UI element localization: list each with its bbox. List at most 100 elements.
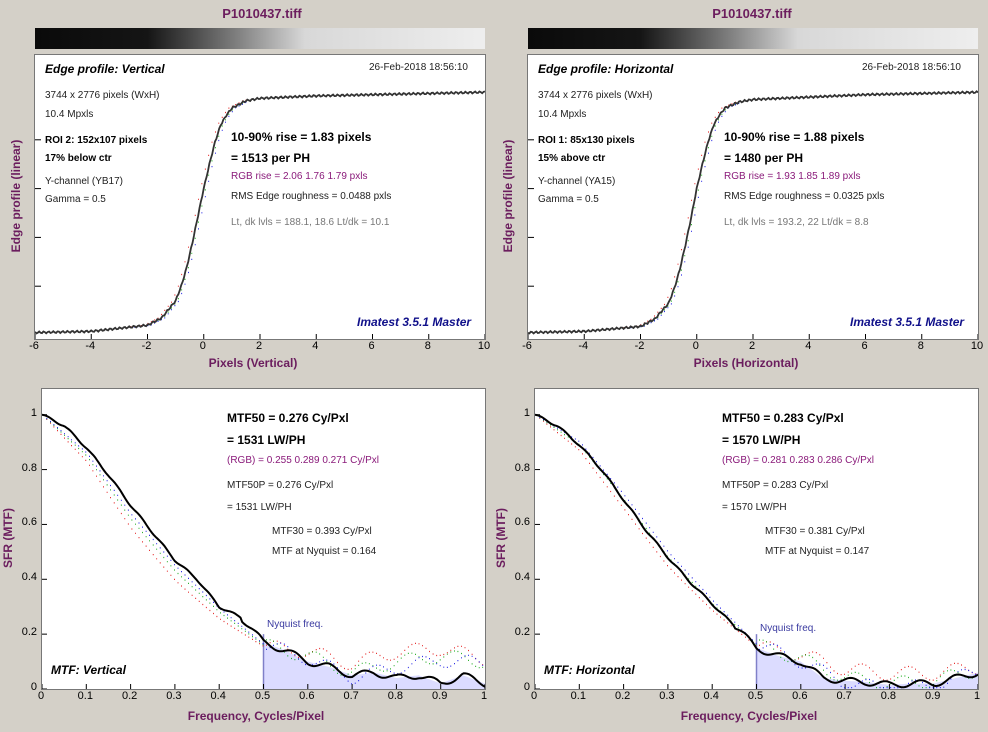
left-edge-ylabel: Edge profile (linear)	[9, 139, 23, 253]
edge-xtick-label: -2	[634, 340, 645, 352]
mtf-channel-dots	[539, 416, 977, 689]
mtf-xtick-label: 0	[530, 690, 538, 702]
mtf-nyquist-value: MTF at Nyquist = 0.147	[765, 546, 870, 557]
edge-date: 26-Feb-2018 18:56:10	[369, 62, 468, 73]
edge-channel-dots	[623, 100, 740, 329]
edge-channel-dots	[130, 99, 247, 328]
mtf-label: MTF: Horizontal	[544, 663, 635, 677]
mtf-ytick-label: 0	[30, 681, 37, 693]
mtf-xtick-label: 0.5	[254, 690, 271, 702]
mtf-xtick-label: 0.2	[614, 690, 631, 702]
edge-per-ph: = 1513 per PH	[231, 151, 311, 165]
edge-mpx: 10.4 Mpxls	[45, 109, 94, 120]
edge-roi: ROI 1: 85x130 pixels	[538, 135, 635, 146]
edge-xtick-label: 0	[199, 340, 206, 352]
mtf-channel-dots	[46, 417, 484, 685]
edge-rise: 10-90% rise = 1.88 pixels	[724, 130, 865, 144]
mtf-xtick-label: 0.3	[166, 690, 182, 702]
mtf-ytick-label: 0.6	[514, 516, 530, 529]
mtf-xtick-label: 0.8	[880, 690, 897, 702]
edge-rms: RMS Edge roughness = 0.0488 pxls	[231, 191, 392, 202]
right-mtf-plot: MTF50 = 0.283 Cy/Pxl = 1570 LW/PH (RGB) …	[534, 388, 979, 690]
nyquist-region	[756, 647, 978, 689]
nyquist-label: Nyquist freq.	[267, 619, 324, 630]
edge-xtick-label: -4	[85, 340, 96, 352]
right-edge-xlabel: Pixels (Horizontal)	[693, 356, 799, 370]
edge-xtick-label: 2	[255, 340, 263, 352]
edge-pos: 15% above ctr	[538, 153, 606, 164]
mtf-ytick-label: 0.8	[514, 461, 530, 474]
mtf-xtick-label: 0.9	[925, 690, 941, 702]
edge-date: 26-Feb-2018 18:56:10	[862, 62, 961, 73]
edge-xtick-label: -6	[29, 340, 39, 352]
right-grayscale-strip	[528, 28, 978, 49]
edge-xtick-label: 2	[748, 340, 756, 352]
edge-roi: ROI 2: 152x107 pixels	[45, 135, 148, 146]
mtf-xtick-label: 0.6	[792, 690, 808, 702]
edge-rgb-rise: RGB rise = 1.93 1.85 1.89 pxls	[724, 171, 861, 182]
mtf50p: MTF50P = 0.276 Cy/Pxl	[227, 480, 334, 491]
right-edge-plot: Edge profile: Horizontal 26-Feb-2018 18:…	[527, 54, 979, 340]
mtf-xtick-label: 0.3	[659, 690, 675, 702]
nyquist-region	[263, 642, 485, 689]
mtf-xtick-label: 0.8	[387, 690, 404, 702]
right-edge-ylabel: Edge profile (linear)	[501, 139, 515, 253]
mtf-xtick-label: 0.1	[77, 690, 93, 702]
mtf-ytick-label: 0.2	[21, 626, 37, 639]
left-edge-xlabel: Pixels (Vertical)	[208, 356, 298, 370]
edge-channel-dots	[130, 101, 247, 328]
left-mtf-svg	[42, 413, 485, 689]
edge-channel: Y-channel (YA15)	[538, 176, 616, 187]
mtf-nyquist-value: MTF at Nyquist = 0.164	[272, 546, 377, 557]
mtf-label: MTF: Vertical	[51, 663, 126, 677]
mtf-ytick-label: 0.2	[514, 626, 530, 639]
left-mtf-xlabel: Frequency, Cycles/Pixel	[187, 709, 325, 723]
edge-xtick-label: 10	[477, 340, 491, 352]
edge-label: Edge profile: Horizontal	[538, 62, 674, 76]
mtf-lwph: = 1570 LW/PH	[722, 433, 801, 447]
left-mtf-plot: MTF50 = 0.276 Cy/Pxl = 1531 LW/PH (RGB) …	[41, 388, 486, 690]
mtf-xtick-label: 1	[973, 690, 981, 702]
mtf50: MTF50 = 0.283 Cy/Pxl	[722, 411, 844, 425]
edge-gamma: Gamma = 0.5	[45, 194, 106, 205]
edge-channel: Y-channel (YB17)	[45, 176, 124, 187]
left-grayscale-strip	[35, 28, 485, 49]
edge-xtick-label: 0	[692, 340, 699, 352]
left-edge-plot: Edge profile: Vertical 26-Feb-2018 18:56…	[34, 54, 486, 340]
left-edge-svg	[35, 90, 485, 339]
mtf-xtick-label: 0.7	[836, 690, 852, 702]
edge-xtick-label: -2	[141, 340, 152, 352]
mtf50: MTF50 = 0.276 Cy/Pxl	[227, 411, 349, 425]
edge-xtick-label: 6	[368, 340, 375, 352]
edge-size: 3744 x 2776 pixels (WxH)	[538, 90, 653, 101]
mtf-line	[535, 413, 978, 689]
edge-channel-dots	[623, 102, 740, 329]
edge-profile-line	[35, 90, 485, 335]
edge-xtick-label: 8	[424, 340, 431, 352]
edge-xtick-label: -6	[522, 340, 532, 352]
mtf-line	[42, 413, 485, 688]
mtf50p: MTF50P = 0.283 Cy/Pxl	[722, 480, 829, 491]
mtf-ytick-label: 0.8	[21, 461, 37, 474]
mtf-xtick-label: 0.6	[299, 690, 315, 702]
edge-xtick-label: 4	[805, 340, 812, 352]
right-title: P1010437.tiff	[712, 6, 792, 21]
mtf-xtick-label: 0.4	[210, 690, 226, 702]
right-mtf-svg	[535, 413, 978, 689]
mtf-rgb: (RGB) = 0.281 0.283 0.286 Cy/Pxl	[722, 455, 875, 466]
edge-rms: RMS Edge roughness = 0.0325 pxls	[724, 191, 885, 202]
edge-gamma: Gamma = 0.5	[538, 194, 599, 205]
nyquist-label: Nyquist freq.	[760, 623, 817, 634]
mtf-ytick-label: 0.4	[21, 571, 37, 584]
edge-xtick-label: -4	[578, 340, 589, 352]
edge-label: Edge profile: Vertical	[45, 62, 165, 76]
right-edge-svg	[528, 90, 978, 339]
mtf-xtick-label: 0	[37, 690, 45, 702]
mtf30: MTF30 = 0.381 Cy/Pxl	[765, 526, 865, 537]
mtf-ytick-label: 1	[30, 406, 37, 419]
edge-xtick-label: 8	[917, 340, 924, 352]
edge-profile-line	[528, 90, 978, 335]
mtf-ytick-label: 0	[523, 681, 530, 693]
mtf-xtick-label: 0.9	[432, 690, 448, 702]
mtf-xtick-label: 0.5	[747, 690, 764, 702]
